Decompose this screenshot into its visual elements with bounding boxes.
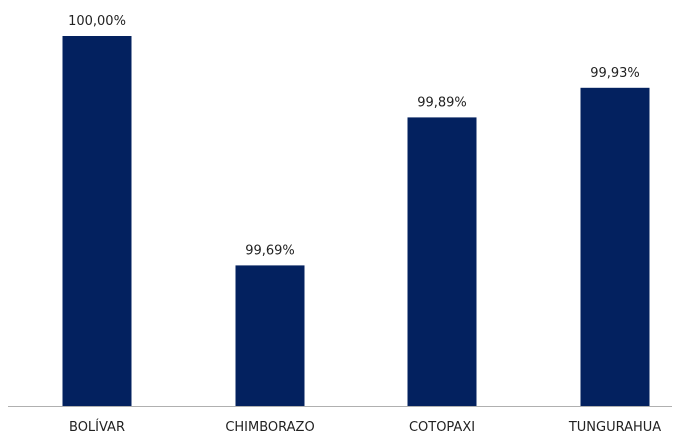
x-tick-label: CHIMBORAZO bbox=[225, 420, 314, 435]
data-label: 99,69% bbox=[245, 243, 295, 258]
bar-cotopaxi bbox=[407, 117, 477, 407]
bar-tungurahua bbox=[580, 87, 650, 407]
x-tick-label: BOLÍVAR bbox=[69, 419, 125, 435]
bar-bolívar bbox=[62, 36, 132, 406]
data-label: 99,93% bbox=[590, 66, 640, 81]
x-tick-label: COTOPAXI bbox=[409, 420, 475, 435]
data-label: 100,00% bbox=[68, 14, 126, 29]
data-label: 99,89% bbox=[417, 95, 467, 110]
x-tick-label: TUNGURAHUA bbox=[568, 420, 661, 435]
bar-chimborazo bbox=[235, 265, 305, 406]
